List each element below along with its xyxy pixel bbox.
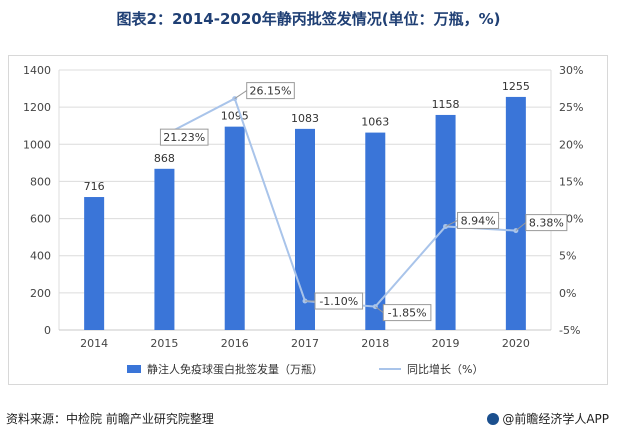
chart-frame: 0 200 400 600 800 1000 1200 1400 -5% 0% 5% 10% 15% 20… [8, 55, 608, 385]
x-tick-label: 2014 [80, 337, 108, 350]
bar-value-label: 1158 [432, 98, 460, 111]
bar-value-label: 1255 [502, 80, 530, 93]
growth-line [163, 97, 516, 308]
y-left-tick-label: 1000 [23, 138, 51, 151]
bar-value-label: 1083 [291, 112, 319, 125]
bar-value-label: 716 [84, 180, 105, 193]
growth-label: -1.85% [388, 307, 427, 320]
growth-label-box [314, 292, 364, 310]
y-left-tick-label: 1200 [23, 101, 51, 114]
growth-label-leader [445, 219, 458, 227]
growth-label-box [382, 304, 432, 322]
bar [295, 128, 315, 330]
growth-label-box [525, 214, 568, 232]
bar-value-label: 868 [154, 152, 175, 165]
bar-value-label: 1095 [221, 110, 249, 123]
x-tick-label: 2016 [221, 337, 249, 350]
growth-label: 26.15% [250, 85, 292, 98]
bar [84, 197, 105, 330]
y-right-tick-label: 0% [559, 287, 576, 300]
x-tick-label: 2015 [150, 337, 178, 350]
y-left-tick-label: 1400 [23, 64, 51, 77]
x-tick-label: 2020 [502, 337, 530, 350]
y-left-tick-label: 400 [30, 250, 51, 263]
y-right-tick-label: -5% [559, 324, 580, 337]
growth-label: 8.94% [461, 214, 496, 227]
growth-label: 21.23% [163, 131, 205, 144]
y-right-tick-label: 30% [559, 64, 583, 77]
y-right-tick-label: 5% [559, 250, 576, 263]
y-left-tick-label: 600 [30, 213, 51, 226]
x-tick-label: 2019 [432, 337, 460, 350]
growth-label-leader [515, 222, 527, 231]
source-note: 资料来源：中检院 前瞻产业研究院整理 [6, 412, 214, 426]
y-left-tick-label: 0 [44, 324, 51, 337]
bar [435, 114, 456, 330]
bar [224, 126, 245, 331]
bar [505, 96, 526, 330]
growth-label-leader [374, 306, 384, 314]
growth-label-box [246, 82, 295, 100]
y-left-tick-label: 800 [30, 175, 51, 188]
legend-label-bar: 静注人免疫球蛋白批签发量（万瓶） [147, 362, 323, 376]
chart-title: 图表2：2014-2020年静丙批签发情况(单位：万瓶，%) [116, 10, 501, 28]
x-tick-label: 2018 [361, 337, 389, 350]
brand-logo-icon [487, 413, 500, 425]
y-right-tick-label: 25% [559, 101, 583, 114]
growth-label: -1.10% [319, 295, 358, 308]
y-right-tick-label: 15% [559, 175, 583, 188]
growth-label-box [457, 211, 500, 229]
brand-credit: @前瞻经济学人APP [487, 410, 609, 427]
legend-label-line: 同比增长（%） [407, 362, 483, 376]
bar [154, 168, 175, 330]
legend-swatch-bar [127, 365, 141, 373]
brand-text: @前瞻经济学人APP [502, 412, 609, 426]
bar-value-label: 1063 [361, 116, 389, 129]
growth-label-leader [234, 90, 247, 100]
y-right-tick-label: 20% [559, 138, 583, 151]
x-tick-label: 2017 [291, 337, 319, 350]
y-left-tick-label: 200 [30, 287, 51, 300]
growth-label-box [159, 128, 209, 146]
chart-svg: 0200400600800100012001400-5%0%5%10%15%20… [23, 64, 583, 376]
growth-label: 8.38% [529, 217, 564, 230]
bar [365, 132, 386, 330]
